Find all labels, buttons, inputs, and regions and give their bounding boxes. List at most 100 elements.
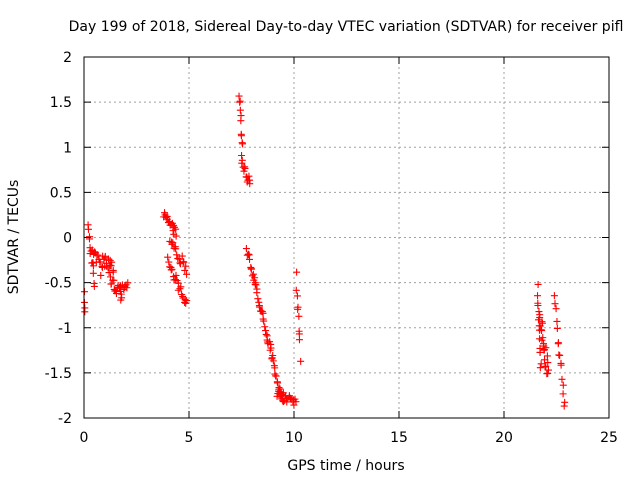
data-point [251,274,259,282]
y-tick-label: -1 [58,321,72,337]
data-point [273,379,281,387]
x-axis-label: GPS time / hours [287,458,404,474]
data-point [536,364,544,372]
data-point [238,152,246,160]
data-point [534,280,542,288]
data-point [551,300,559,308]
data-point [105,269,113,277]
data-point [176,259,184,267]
data-point [242,245,250,253]
data-point [552,305,560,313]
data-point [550,292,558,300]
data-point [245,172,253,180]
data-point [538,319,546,327]
data-point [558,375,566,383]
ticks-layer: 0 5 10 15 20 25 -2 -1.5 -1 -0.5 0 0.5 1 1.5 2 [45,50,618,446]
data-point [172,225,180,233]
data-point [183,270,191,278]
data-point [169,239,177,247]
data-point [235,92,243,100]
data-point [535,308,543,316]
data-point [292,286,300,294]
data-point [559,381,567,389]
data-point [172,271,180,279]
grid-layer [84,57,609,418]
data-point [534,292,542,300]
y-tick-label: 0.5 [50,185,72,201]
data-point [534,301,542,309]
data-point [557,359,565,367]
data-point [271,364,279,372]
data-point [258,308,266,316]
data-point [168,265,176,273]
data-point [108,258,116,266]
y-tick-label: 1.5 [50,95,72,111]
data-point [86,233,94,241]
y-tick-label: 0 [63,231,72,247]
data-point [183,297,191,305]
data-point [544,369,552,377]
data-point [174,254,182,262]
chart-title: Day 199 of 2018, Sidereal Day-to-day VTE… [69,19,624,35]
data-point [182,262,190,270]
x-tick-label: 0 [80,430,89,446]
data-point [294,303,302,311]
data-point [236,98,244,106]
data-point [172,232,180,240]
data-point [181,296,189,304]
data-point [241,164,249,172]
data-point [559,390,567,398]
y-axis-label: SDTVAR / TECUs [6,180,22,295]
data-point [238,156,246,164]
data-point [255,303,263,311]
data-point [267,344,275,352]
data-point [237,117,245,125]
data-point [283,398,291,406]
data-point [293,292,301,300]
data-point [541,363,549,371]
x-tick-label: 5 [185,430,194,446]
data-point [123,284,131,292]
y-tick-label: -1.5 [45,366,72,382]
data-point [262,327,270,335]
data-point [537,360,545,368]
data-point [539,334,547,342]
data-point [175,255,183,263]
data-point [293,268,301,276]
data-point [262,330,270,338]
data-point [272,372,280,380]
x-tick-label: 10 [285,430,303,446]
data-point [247,265,255,273]
data-point [260,317,268,325]
data-point [97,271,105,279]
data-point [255,298,263,306]
data-point [81,308,89,316]
data-point [110,285,118,293]
data-point [178,252,186,260]
data-point [269,357,277,365]
x-tick-label: 25 [600,430,618,446]
data-point [246,180,254,188]
data-point [553,324,561,332]
data-point [107,280,115,288]
data-point [536,311,544,319]
y-tick-label: 2 [63,50,72,66]
data-point [89,262,97,270]
data-point [110,276,118,284]
data-point [297,357,305,365]
data-point [252,281,260,289]
data-point [542,362,550,370]
data-point [543,352,551,360]
data-point [173,251,181,259]
data-point [239,140,247,148]
data-point [544,359,552,367]
x-tick-label: 15 [390,430,408,446]
y-tick-label: -2 [58,411,72,427]
data-point [180,258,188,266]
data-point [286,394,294,402]
data-point [167,266,175,274]
data-point [172,245,180,253]
data-point [94,251,102,259]
data-point [237,132,245,140]
